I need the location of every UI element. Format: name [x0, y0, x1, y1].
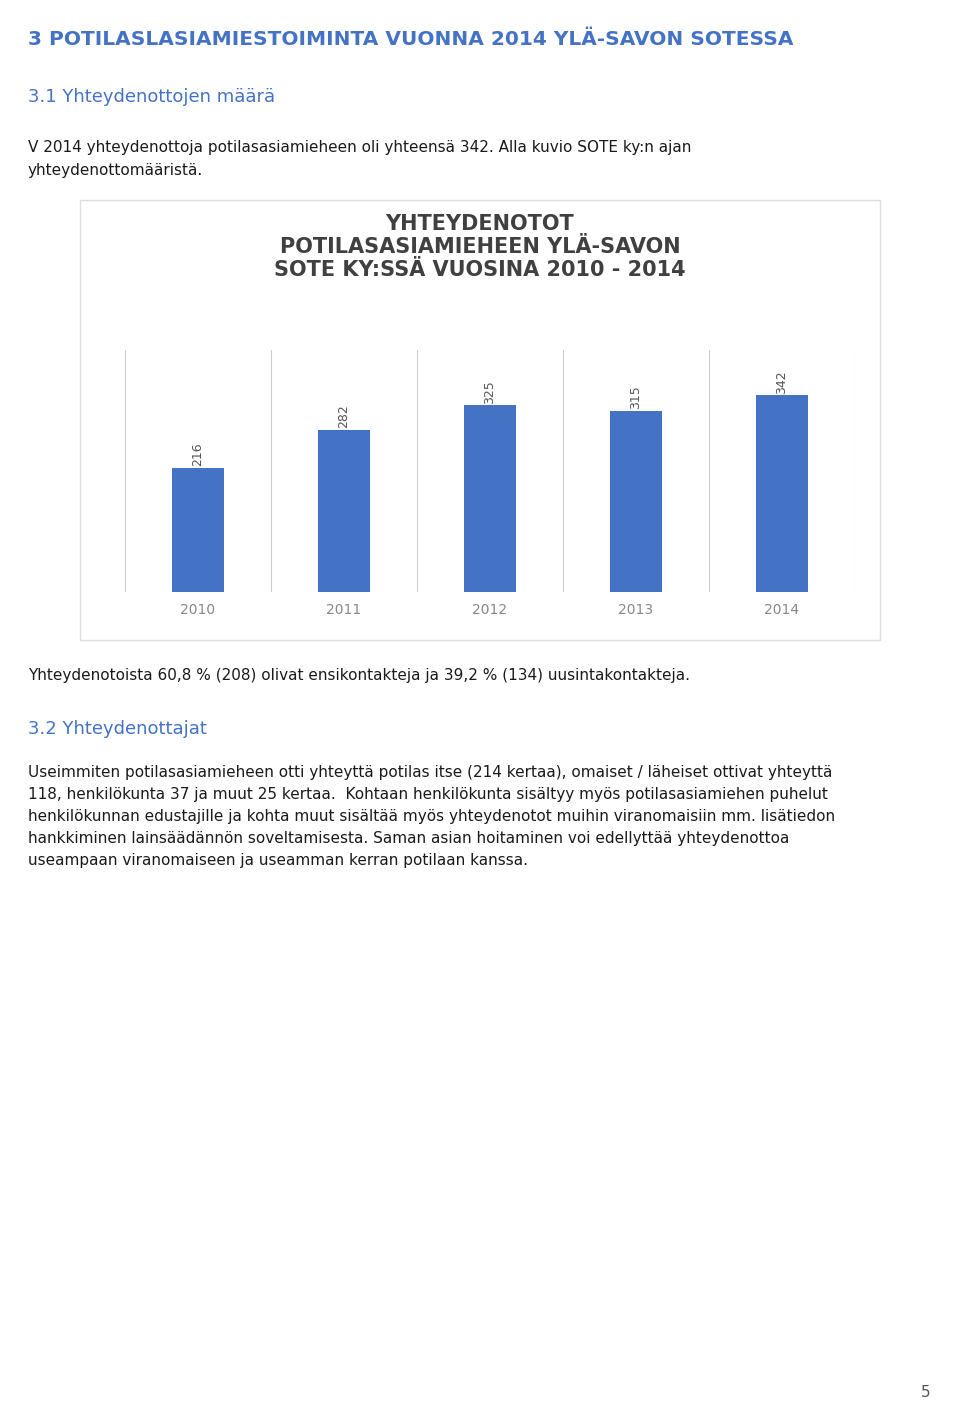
Text: henkilökunnan edustajille ja kohta muut sisältää myös yhteydenotot muihin virano: henkilökunnan edustajille ja kohta muut …: [28, 809, 835, 824]
Bar: [319, 429, 370, 592]
Bar: [611, 411, 661, 592]
Text: 325: 325: [484, 379, 496, 404]
Text: 282: 282: [338, 405, 350, 428]
Text: 118, henkilökunta 37 ja muut 25 kertaa.  Kohtaan henkilökunta sisältyy myös poti: 118, henkilökunta 37 ja muut 25 kertaa. …: [28, 787, 828, 801]
Bar: [756, 395, 807, 592]
Text: 3.1 Yhteydenottojen määrä: 3.1 Yhteydenottojen määrä: [28, 88, 276, 106]
Text: 216: 216: [191, 442, 204, 466]
Text: Yhteydenotoista 60,8 % (208) olivat ensikontakteja ja 39,2 % (134) uusintakontak: Yhteydenotoista 60,8 % (208) olivat ensi…: [28, 667, 690, 683]
Text: Useimmiten potilasasiamieheen otti yhteyttä potilas itse (214 kertaa), omaiset /: Useimmiten potilasasiamieheen otti yhtey…: [28, 764, 832, 780]
Bar: [173, 468, 224, 592]
Text: useampaan viranomaiseen ja useamman kerran potilaan kanssa.: useampaan viranomaiseen ja useamman kerr…: [28, 853, 528, 868]
Bar: [465, 405, 516, 592]
Text: yhteydenottomääristä.: yhteydenottomääristä.: [28, 163, 204, 178]
FancyBboxPatch shape: [80, 200, 880, 640]
Text: 315: 315: [630, 385, 642, 409]
Text: 5: 5: [921, 1385, 930, 1400]
Text: 3.2 Yhteydenottajat: 3.2 Yhteydenottajat: [28, 720, 206, 739]
Text: V 2014 yhteydenottoja potilasasiamieheen oli yhteensä 342. Alla kuvio SOTE ky:n : V 2014 yhteydenottoja potilasasiamieheen…: [28, 140, 691, 155]
Text: hankkiminen lainsäädännön soveltamisesta. Saman asian hoitaminen voi edellyttää : hankkiminen lainsäädännön soveltamisesta…: [28, 831, 789, 846]
Text: 3 POTILASLASIAMIESTOIMINTA VUONNA 2014 YLÄ-SAVON SOTESSA: 3 POTILASLASIAMIESTOIMINTA VUONNA 2014 Y…: [28, 30, 794, 48]
Text: YHTEYDENOTOT
POTILASASIAMIEHEEN YLÄ-SAVON
SOTE KY:SSÄ VUOSINA 2010 - 2014: YHTEYDENOTOT POTILASASIAMIEHEEN YLÄ-SAVO…: [275, 214, 685, 281]
Text: 342: 342: [776, 371, 788, 394]
